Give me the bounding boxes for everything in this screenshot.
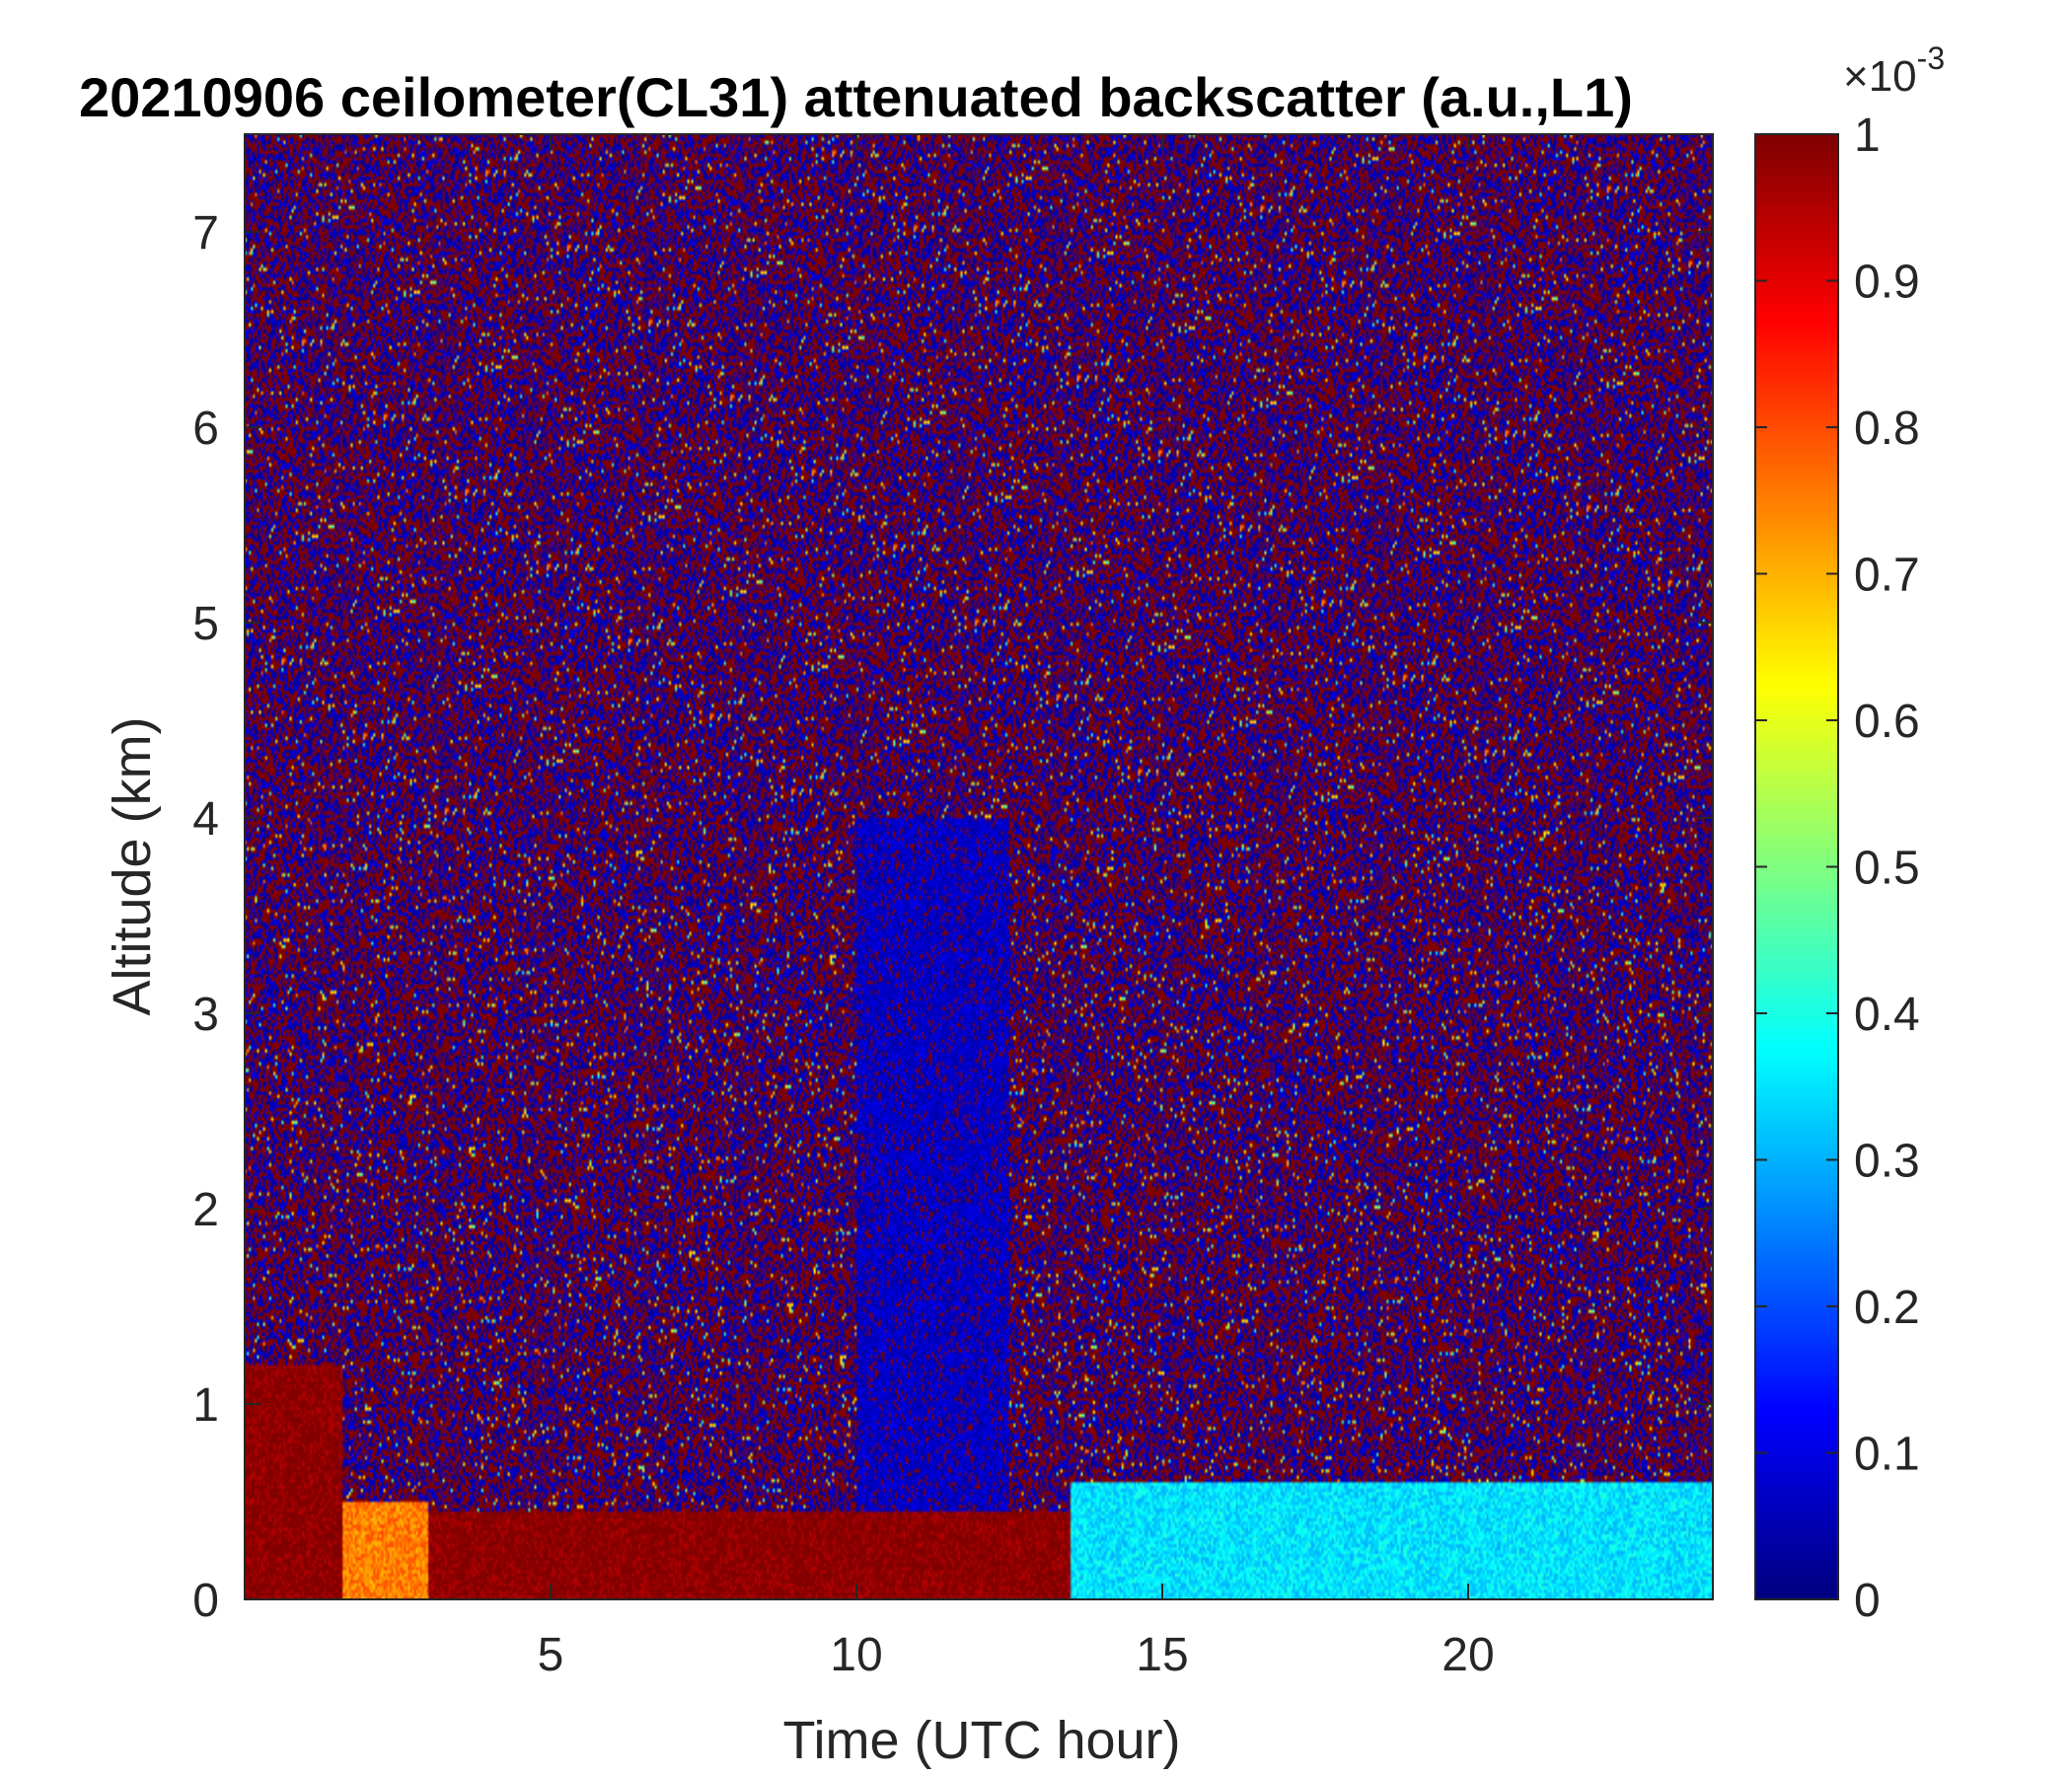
y-tick-label: 5	[192, 598, 219, 650]
y-axis: 0 1 2 3 4 5 6 7	[192, 207, 1713, 1627]
colorbar-tick-label: 0.9	[1854, 257, 1920, 309]
colorbar-tick-label: 0.2	[1854, 1282, 1920, 1334]
plot-frame	[244, 133, 1714, 1600]
colorbar-tick-label: 0.5	[1854, 843, 1920, 895]
y-tick-label: 1	[192, 1379, 219, 1432]
colorbar-tick-label: 0.7	[1854, 550, 1920, 602]
colorbar-tick-label: 0	[1854, 1575, 1881, 1627]
colorbar-tick-label: 0.4	[1854, 989, 1920, 1041]
colorbar-exponent-base: 10	[1869, 52, 1917, 101]
y-tick-label: 6	[192, 403, 219, 455]
colorbar-gradient	[1755, 134, 1838, 1599]
x-axis-label: Time (UTC hour)	[782, 1711, 1180, 1770]
colorbar-tick-label: 0.3	[1854, 1136, 1920, 1188]
colorbar-ticks: 0 0.1 0.2 0.3 0.4 0.5 0.6 0.7 0.8 0.9 1	[1755, 110, 1920, 1627]
y-tick-label: 7	[192, 207, 219, 259]
colorbar-exponent: ×10-3	[1843, 40, 1945, 101]
y-tick-label: 2	[192, 1184, 219, 1236]
colorbar-tick-label: 0.1	[1854, 1429, 1920, 1481]
x-tick-label: 10	[830, 1629, 882, 1681]
x-axis: 5 10 15 20	[538, 134, 1495, 1681]
y-tick-label: 4	[192, 793, 219, 846]
backscatter-heatmap	[245, 134, 1713, 1599]
colorbar: 0 0.1 0.2 0.3 0.4 0.5 0.6 0.7 0.8 0.9 1 ×10-3	[1754, 40, 1945, 1627]
colorbar-tick-label: 0.8	[1854, 403, 1920, 455]
x-tick-label: 15	[1136, 1629, 1188, 1681]
y-tick-label: 3	[192, 989, 219, 1041]
y-tick-label: 0	[192, 1575, 219, 1627]
x-tick-label: 20	[1442, 1629, 1494, 1681]
colorbar-tick-label: 1	[1854, 110, 1881, 162]
y-axis-label: Altitude (km)	[103, 716, 162, 1015]
plot-area: 5 10 15 20 0 1 2 3 4 5 6 7	[192, 133, 1714, 1681]
colorbar-exponent-power: -3	[1917, 40, 1945, 76]
x-tick-label: 5	[538, 1629, 564, 1681]
chart-title: 20210906 ceilometer(CL31) attenuated bac…	[79, 66, 1633, 128]
colorbar-exponent-prefix: ×	[1843, 52, 1869, 101]
heatmap-image	[245, 134, 1713, 1599]
colorbar-tick-label: 0.6	[1854, 696, 1920, 748]
